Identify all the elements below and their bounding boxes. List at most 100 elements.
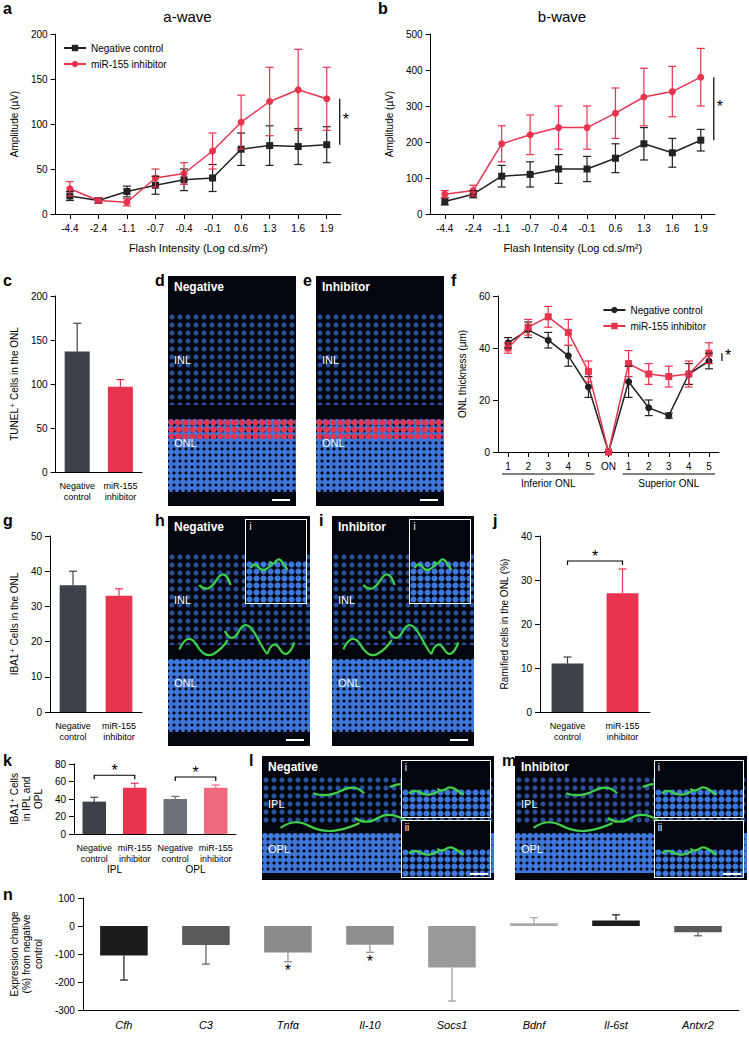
svg-text:miR-155: miR-155 — [102, 721, 136, 731]
svg-text:Negative control: Negative control — [630, 305, 702, 316]
svg-text:0: 0 — [484, 447, 490, 458]
svg-text:50: 50 — [31, 531, 43, 542]
svg-text:-4.4: -4.4 — [61, 223, 79, 234]
svg-text:200: 200 — [406, 137, 423, 148]
svg-text:-4.4: -4.4 — [436, 223, 454, 234]
svg-text:*: * — [111, 762, 117, 779]
svg-text:30: 30 — [521, 575, 533, 586]
svg-text:*: * — [343, 111, 349, 128]
svg-text:C3: C3 — [199, 1019, 214, 1031]
svg-text:-1.1: -1.1 — [493, 223, 511, 234]
svg-text:Negative control: Negative control — [91, 43, 163, 54]
svg-text:TUNEL⁺ Cells in the ONL: TUNEL⁺ Cells in the ONL — [9, 327, 20, 441]
svg-text:1: 1 — [626, 461, 632, 472]
svg-text:*: * — [285, 962, 291, 979]
svg-text:miR-155: miR-155 — [103, 481, 137, 491]
svg-text:-0.1: -0.1 — [204, 223, 222, 234]
svg-text:50: 50 — [36, 164, 48, 175]
svg-text:Tnfα: Tnfα — [277, 1019, 300, 1031]
svg-text:10: 10 — [521, 663, 533, 674]
svg-text:control: control — [162, 854, 189, 864]
svg-text:40: 40 — [31, 566, 43, 577]
svg-text:IPL: IPL — [107, 864, 122, 875]
svg-text:control: control — [554, 732, 581, 742]
svg-text:*: * — [717, 98, 723, 115]
svg-text:control: control — [64, 492, 91, 502]
svg-text:-0.1: -0.1 — [578, 223, 596, 234]
svg-text:Amplitude (µV): Amplitude (µV) — [384, 91, 395, 157]
svg-text:5: 5 — [706, 461, 712, 472]
svg-text:40: 40 — [521, 531, 533, 542]
svg-text:80: 80 — [55, 759, 67, 770]
svg-text:20: 20 — [55, 811, 67, 822]
svg-text:0: 0 — [69, 921, 75, 932]
svg-text:60: 60 — [479, 291, 491, 302]
svg-text:-0.4: -0.4 — [175, 223, 193, 234]
svg-text:inhibitor: inhibitor — [103, 732, 135, 742]
svg-text:IBA1⁺ Cells in the ONL: IBA1⁺ Cells in the ONL — [9, 572, 20, 675]
svg-text:control: control — [81, 854, 108, 864]
svg-text:*: * — [592, 548, 598, 565]
svg-text:-200: -200 — [55, 977, 75, 988]
svg-text:miR-155 inhibitor: miR-155 inhibitor — [91, 59, 167, 70]
svg-text:10: 10 — [31, 671, 43, 682]
svg-text:-0.4: -0.4 — [550, 223, 568, 234]
svg-text:control: control — [60, 732, 87, 742]
svg-text:Negative: Negative — [77, 843, 113, 853]
svg-text:1: 1 — [505, 461, 511, 472]
svg-text:Socs1: Socs1 — [437, 1019, 468, 1031]
svg-text:ONL thickness (µm): ONL thickness (µm) — [457, 330, 468, 418]
svg-text:400: 400 — [406, 65, 423, 76]
svg-text:Amplitude (µV): Amplitude (µV) — [9, 91, 20, 157]
svg-text:40: 40 — [55, 794, 67, 805]
svg-text:200: 200 — [31, 291, 48, 302]
svg-text:200: 200 — [31, 29, 48, 40]
svg-text:inhibitor: inhibitor — [105, 492, 137, 502]
svg-text:miR-155: miR-155 — [605, 721, 639, 731]
svg-text:30: 30 — [31, 601, 43, 612]
svg-text:-0.7: -0.7 — [522, 223, 540, 234]
svg-text:in IPL and: in IPL and — [21, 777, 32, 822]
svg-text:b-wave: b-wave — [538, 8, 586, 25]
svg-text:0: 0 — [36, 707, 42, 718]
svg-text:100: 100 — [58, 893, 75, 904]
svg-text:IBA1⁺ Cells: IBA1⁺ Cells — [9, 773, 20, 825]
svg-text:miR-155: miR-155 — [199, 843, 233, 853]
svg-text:Inferior ONL: Inferior ONL — [521, 478, 576, 489]
svg-text:0.6: 0.6 — [234, 223, 248, 234]
svg-text:Flash Intensity (Log cd.s/m²): Flash Intensity (Log cd.s/m²) — [129, 242, 268, 254]
svg-text:5: 5 — [586, 461, 592, 472]
svg-text:60: 60 — [55, 776, 67, 787]
svg-text:1.9: 1.9 — [694, 223, 708, 234]
svg-text:300: 300 — [406, 101, 423, 112]
svg-text:Negative: Negative — [59, 481, 95, 491]
svg-text:20: 20 — [479, 395, 491, 406]
svg-text:0: 0 — [60, 829, 66, 840]
svg-text:-2.4: -2.4 — [90, 223, 108, 234]
svg-text:-1.1: -1.1 — [118, 223, 136, 234]
svg-text:Il-6st: Il-6st — [604, 1019, 629, 1031]
svg-text:100: 100 — [31, 119, 48, 130]
svg-text:40: 40 — [479, 343, 491, 354]
svg-text:control: control — [33, 939, 44, 969]
svg-text:4: 4 — [566, 461, 572, 472]
svg-text:Superior ONL: Superior ONL — [638, 478, 700, 489]
svg-text:ON: ON — [601, 461, 616, 472]
svg-text:3: 3 — [545, 461, 551, 472]
svg-text:-0.7: -0.7 — [147, 223, 165, 234]
svg-text:2: 2 — [525, 461, 531, 472]
svg-text:-2.4: -2.4 — [465, 223, 483, 234]
svg-text:miR-155: miR-155 — [118, 843, 152, 853]
svg-text:150: 150 — [31, 74, 48, 85]
svg-text:150: 150 — [31, 335, 48, 346]
svg-text:Negative: Negative — [550, 721, 586, 731]
svg-text:1.3: 1.3 — [263, 223, 277, 234]
svg-text:inhibitor: inhibitor — [607, 732, 639, 742]
svg-text:-300: -300 — [55, 1005, 75, 1016]
svg-text:Il-10: Il-10 — [359, 1019, 381, 1031]
svg-text:*: * — [192, 764, 198, 781]
svg-text:1.9: 1.9 — [320, 223, 334, 234]
svg-text:100: 100 — [406, 173, 423, 184]
svg-text:Antxr2: Antxr2 — [681, 1019, 714, 1031]
svg-text:inhibitor: inhibitor — [200, 854, 232, 864]
